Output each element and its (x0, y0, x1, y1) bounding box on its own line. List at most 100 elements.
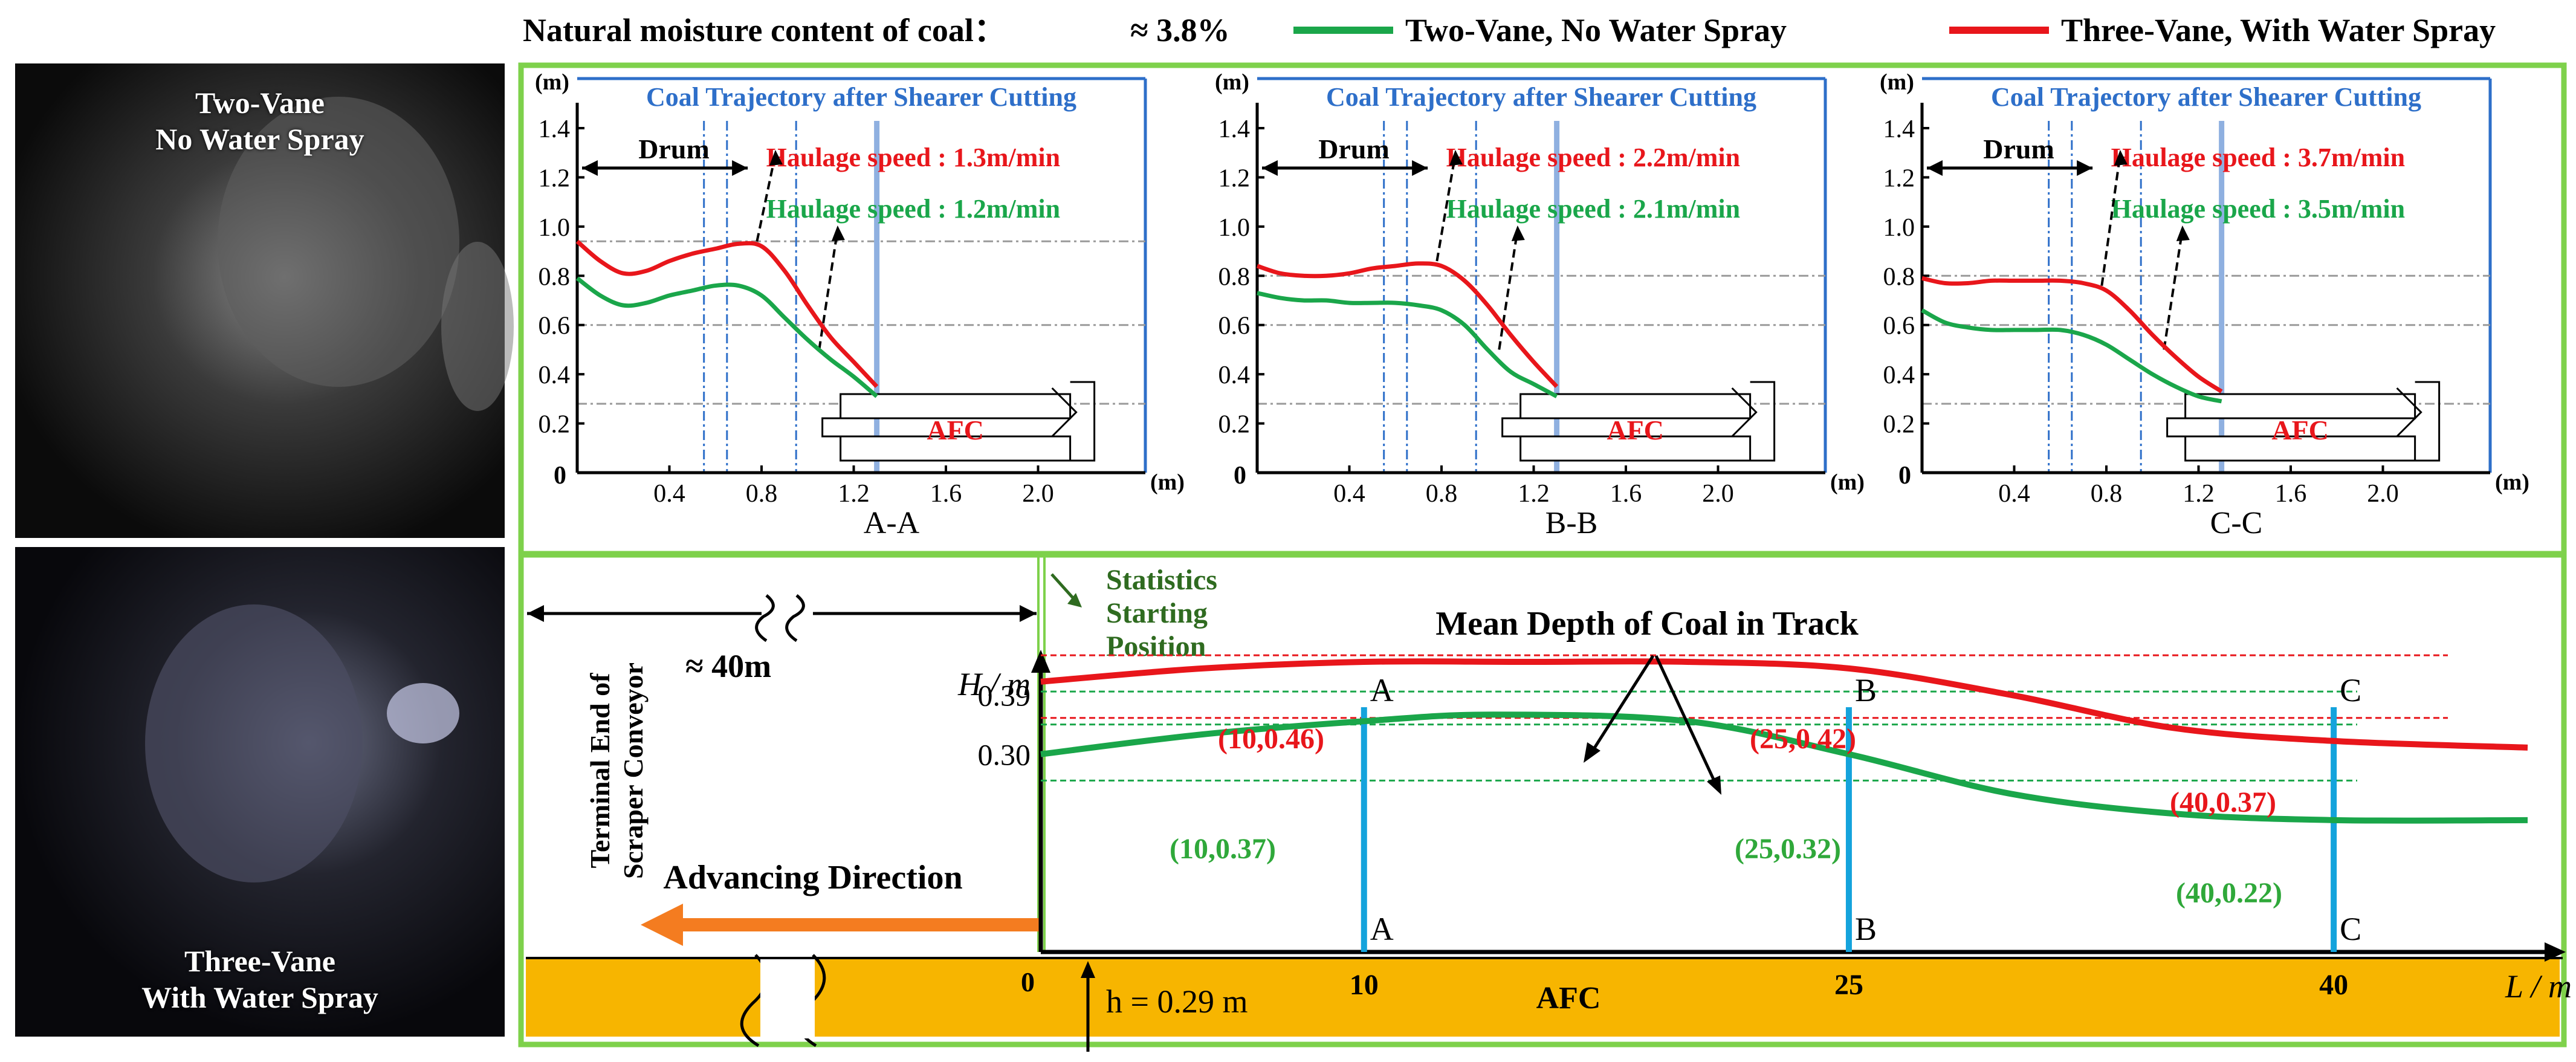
y-tick-label: 1.2 (539, 164, 571, 192)
terminal-label-1: Terminal End of (584, 673, 615, 869)
stat-pointer-head (1067, 593, 1082, 607)
x-tick-label: 2.0 (1022, 480, 1054, 508)
afc-band-left (526, 958, 855, 1037)
series-line-green (1921, 308, 2222, 404)
afc-label: AFC (2271, 415, 2329, 445)
afc-band-right (807, 958, 2560, 1037)
h-label: h = 0.29 m (1106, 983, 1248, 1020)
bottom-y-arrowhead (1031, 650, 1050, 673)
advancing-arrowhead (641, 904, 683, 946)
haulage-red-label: Haulage speed : 2.2m/min (1446, 143, 1740, 172)
photo-label-bottom-line1: Three-Vane (184, 944, 335, 978)
drum-arrow-head-left (1262, 160, 1278, 176)
photo-label-bottom: Three-Vane With Water Spray (15, 943, 505, 1015)
y-tick-label: 1.4 (1218, 115, 1251, 143)
terminal-label-group: Terminal End of Scraper Conveyor (584, 662, 649, 879)
drum-light (387, 683, 459, 743)
x-unit: (m) (1830, 470, 1865, 495)
haulage-red-arrow (756, 154, 777, 242)
title-pointer-green-head (1707, 775, 1721, 795)
title-pointer-red-head (1584, 742, 1600, 763)
haulage-red-arrowhead (1449, 150, 1463, 166)
red-point-label: (40,0.37) (2170, 786, 2276, 818)
green-point-label: (10,0.37) (1170, 833, 1276, 865)
series-line-red (1256, 261, 1559, 388)
advancing-label: Advancing Direction (663, 859, 962, 896)
subplot-title: Coal Trajectory after Shearer Cutting (646, 82, 1076, 112)
x-tick-label: 1.2 (1518, 480, 1550, 508)
y-tick-label: 1.0 (539, 214, 571, 242)
drum-arrow-head-left (582, 160, 598, 176)
photo-column (15, 63, 514, 1037)
station-label-top-C: C (2340, 672, 2361, 708)
top-panel-frame (518, 62, 2567, 557)
break-gap (760, 957, 815, 1038)
x-tick-label: 0.4 (653, 480, 685, 508)
x-tick-label: 0.8 (1426, 480, 1458, 508)
haulage-red-arrow (2100, 154, 2121, 286)
haulage-green-arrowhead (2176, 225, 2190, 241)
x-tick-label: 1.2 (2183, 480, 2215, 508)
afc-rail-bottom (840, 435, 1072, 462)
origin-label: 0 (1234, 462, 1246, 490)
afc-band-label: AFC (1536, 981, 1601, 1015)
station-label-bottom-B: B (1855, 911, 1877, 947)
moisture-label: Natural moisture content of coal： (523, 12, 1006, 48)
y-tick-label: 0.2 (1883, 411, 1915, 439)
x-tick-label: 1.2 (838, 480, 870, 508)
station-label-bottom-C: C (2340, 911, 2361, 947)
y-unit: (m) (1880, 70, 1914, 95)
mean-depth-line-red (1040, 658, 2528, 751)
y-tick-label: 0.8 (1218, 263, 1251, 291)
stat-pointer (1050, 573, 1080, 606)
afc-profile (1501, 381, 1776, 462)
afc-label: AFC (927, 415, 984, 445)
section-label: A-A (864, 506, 920, 540)
legend-green-label: Two-Vane, No Water Spray (1405, 12, 1787, 48)
x-unit: (m) (1150, 470, 1185, 495)
afc-profile (821, 381, 1096, 462)
stat-label-3: Position (1106, 630, 1206, 662)
y-tick-label: 1.0 (1883, 214, 1915, 242)
afc-schematic: AFC (2166, 381, 2441, 462)
series-line-green (575, 276, 878, 398)
origin-label: 0 (1898, 462, 1911, 490)
moisture-value: ≈ 3.8% (1130, 12, 1230, 48)
title-pointer-red (1588, 655, 1655, 757)
haulage-green-label: Haulage speed : 1.2m/min (766, 194, 1060, 224)
subplot-title: Coal Trajectory after Shearer Cutting (1991, 82, 2421, 112)
station-label-top-B: B (1855, 672, 1877, 708)
section-label: B-B (1545, 506, 1598, 540)
afc-schematic: AFC (1501, 381, 1776, 462)
subplot-title: Coal Trajectory after Shearer Cutting (1326, 82, 1756, 112)
station-label-bottom-A: A (1370, 911, 1394, 947)
y-unit: (m) (1215, 70, 1249, 95)
x-tick-label: 0.4 (1998, 480, 2030, 508)
break-mark-right (797, 954, 826, 1047)
photo-label-top: Two-Vane No Water Spray (15, 85, 505, 157)
haulage-red-label: Haulage speed : 3.7m/min (2111, 143, 2405, 172)
station-label-top-A: A (1370, 672, 1394, 708)
series-line-green (1257, 291, 1558, 398)
bottom-x-label: L / m (2505, 968, 2572, 1005)
bottom-y-label: H / m (957, 666, 1031, 702)
legend: Natural moisture content of coal： ≈ 3.8%… (523, 12, 2496, 48)
y-tick-label: 0.8 (1883, 263, 1915, 291)
haulage-green-arrowhead (1511, 225, 1525, 241)
title-pointer-green (1654, 655, 1718, 787)
drum-label: Drum (638, 134, 710, 164)
afc-rail-bottom (1519, 435, 1752, 462)
x-tick-label: 2.0 (2367, 480, 2399, 508)
y-tick-label: 1.0 (1218, 214, 1251, 242)
y-tick-label: 0.8 (539, 263, 571, 291)
subplot-B-B: Coal Trajectory after Shearer Cutting 0.2… (1215, 70, 1865, 540)
h-arrowhead (1081, 961, 1095, 978)
afc-profile (2166, 381, 2441, 462)
x-tick-label: 1.6 (930, 480, 962, 508)
haulage-green-arrowhead (831, 225, 845, 241)
y-tick-label: 0.6 (1218, 312, 1251, 340)
afc-hook (1051, 387, 1078, 438)
afc-rail-bottom (2184, 435, 2416, 462)
afc-hook (2396, 387, 2422, 438)
red-point-label: (25,0.42) (1750, 723, 1856, 755)
